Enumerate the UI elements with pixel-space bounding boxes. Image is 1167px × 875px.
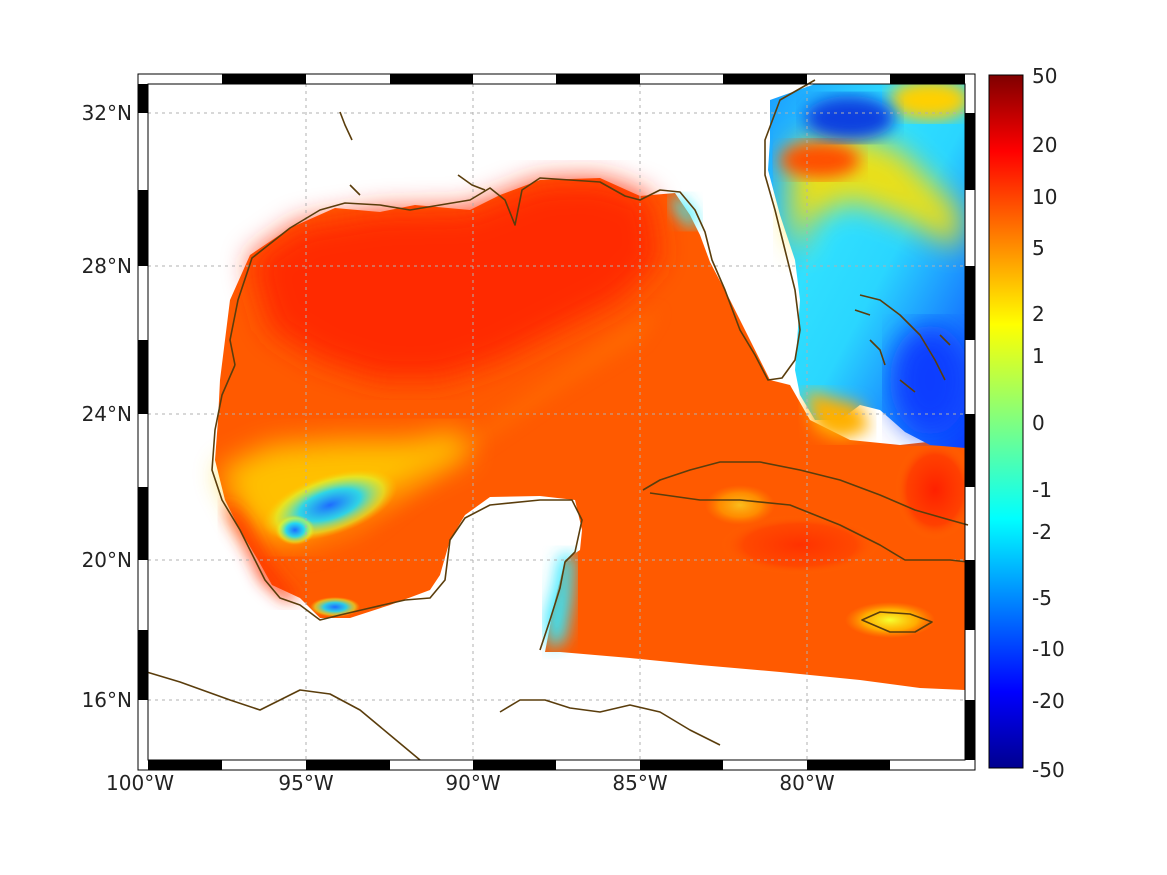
lat-tick-label: 20°N [82, 548, 132, 572]
colorbar-label: -5 [1032, 586, 1052, 610]
map-frame [137, 73, 976, 771]
lon-tick-label: 85°W [612, 771, 667, 795]
colorbar-label: 0 [1032, 411, 1045, 435]
lon-tick-label: 80°W [779, 771, 834, 795]
lon-tick-label: 100°W [106, 771, 174, 795]
data-field [215, 84, 965, 690]
colorbar: 50 20 10 5 2 1 0 -1 -2 -5 -10 -20 -50 [988, 64, 1065, 782]
colorbar-gradient [988, 74, 1024, 769]
lat-tick-label: 24°N [82, 402, 132, 426]
colorbar-label: -10 [1032, 637, 1065, 661]
colorbar-label: 20 [1032, 133, 1057, 157]
central-america-coast [139, 669, 421, 761]
lon-tick-labels: 100°W 95°W 90°W 85°W 80°W [106, 771, 835, 795]
north-gulf-red [250, 180, 660, 380]
colorbar-label: 50 [1032, 64, 1057, 88]
colorbar-label: 1 [1032, 344, 1045, 368]
caribbean-red [895, 440, 965, 540]
jamaica-coast [861, 611, 933, 633]
lon-tick-label: 90°W [445, 771, 500, 795]
lat-tick-label: 28°N [82, 254, 132, 278]
lat-tick-label: 32°N [82, 101, 132, 125]
yucatan-cyan [545, 555, 575, 650]
lon-tick-label: 95°W [278, 771, 333, 795]
lat-tick-label: 16°N [82, 688, 132, 712]
colorbar-label: -20 [1032, 689, 1065, 713]
colorbar-label: 5 [1032, 236, 1045, 260]
colorbar-labels: 50 20 10 5 2 1 0 -1 -2 -5 -10 -20 -50 [1032, 64, 1065, 782]
gulf-north-coast [229, 79, 816, 381]
graticule [148, 84, 965, 760]
colorbar-label: -50 [1032, 758, 1065, 782]
colorbar-label: -2 [1032, 520, 1052, 544]
coastlines [139, 79, 969, 761]
bahamas [854, 294, 951, 393]
colorbar-label: 10 [1032, 185, 1057, 209]
lat-tick-labels: 32°N 28°N 24°N 20°N 16°N [82, 101, 132, 712]
cuba-coast [642, 461, 969, 563]
mexico-coast [211, 364, 583, 651]
colorbar-label: 2 [1032, 302, 1045, 326]
colorbar-label: -1 [1032, 478, 1052, 502]
